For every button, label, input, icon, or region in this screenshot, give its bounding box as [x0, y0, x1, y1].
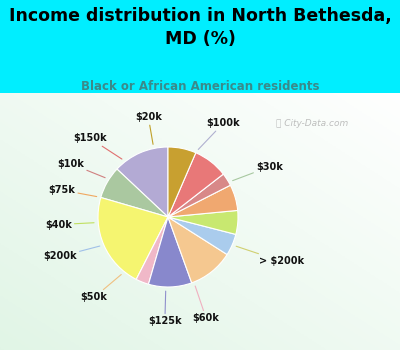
Text: $40k: $40k: [45, 219, 94, 230]
Text: $30k: $30k: [233, 162, 283, 181]
Text: $100k: $100k: [198, 118, 240, 149]
Wedge shape: [168, 174, 230, 217]
Wedge shape: [101, 169, 168, 217]
Text: $10k: $10k: [57, 159, 105, 178]
Wedge shape: [168, 153, 223, 217]
Text: $75k: $75k: [48, 185, 97, 197]
Text: $20k: $20k: [135, 112, 162, 144]
Text: $50k: $50k: [81, 274, 121, 302]
Wedge shape: [168, 217, 236, 254]
Text: > $200k: > $200k: [236, 246, 304, 266]
Wedge shape: [168, 147, 196, 217]
Wedge shape: [98, 197, 168, 279]
Text: $150k: $150k: [74, 133, 122, 159]
Text: Income distribution in North Bethesda,
MD (%): Income distribution in North Bethesda, M…: [9, 7, 391, 48]
Text: Black or African American residents: Black or African American residents: [81, 80, 319, 93]
Wedge shape: [117, 147, 168, 217]
Wedge shape: [168, 217, 227, 283]
Wedge shape: [168, 185, 238, 217]
Wedge shape: [168, 210, 238, 234]
Text: ⓘ City-Data.com: ⓘ City-Data.com: [276, 119, 348, 128]
Wedge shape: [148, 217, 192, 287]
Text: $125k: $125k: [148, 291, 182, 326]
Wedge shape: [136, 217, 168, 284]
Text: $60k: $60k: [193, 286, 220, 323]
Text: $200k: $200k: [43, 246, 100, 261]
